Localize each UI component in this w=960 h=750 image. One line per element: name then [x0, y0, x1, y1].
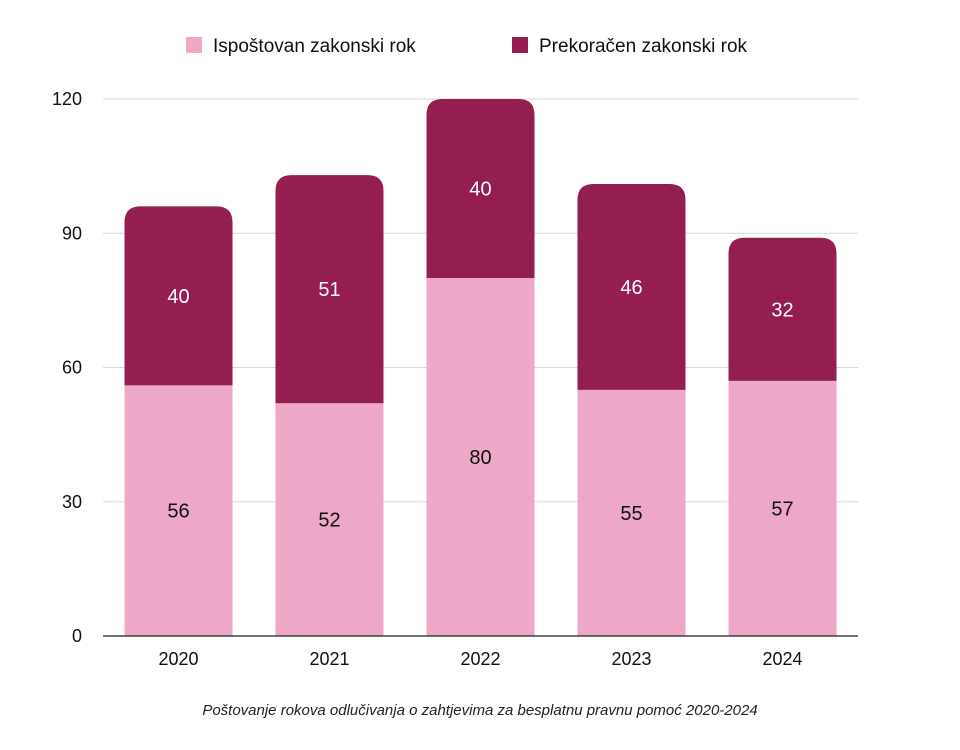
- bar-segment: [577, 389, 686, 636]
- x-axis: 2020 2021 2022 2023 2024: [103, 635, 858, 669]
- legend-swatch: [512, 37, 528, 53]
- bars: 56 40 52 51 80 40 55 46 57 32: [124, 99, 837, 636]
- x-tick-label: 2022: [460, 649, 500, 669]
- y-axis: 0 30 60 90 120: [52, 89, 82, 646]
- bar-value-label: 55: [620, 503, 642, 525]
- bar-value-label: 40: [167, 286, 189, 308]
- bar-segment: [124, 206, 233, 386]
- bar-segment: [426, 278, 535, 636]
- bar-segment: [275, 403, 384, 636]
- bar-value-label: 46: [620, 277, 642, 299]
- bar-value-label: 56: [167, 501, 189, 523]
- bar-segment: [426, 99, 535, 278]
- x-tick-label: 2023: [611, 649, 651, 669]
- chart-caption: Poštovanje rokova odlučivanja o zahtjevi…: [202, 702, 758, 719]
- y-tick-label: 90: [62, 223, 82, 243]
- legend-label: Prekoračen zakonski rok: [539, 36, 748, 57]
- stacked-bar-chart: Ispoštovan zakonski rok Prekoračen zakons…: [52, 36, 858, 669]
- bar-segment: [728, 380, 837, 636]
- bar-segment: [577, 184, 686, 390]
- bar-segment: [124, 385, 233, 636]
- x-tick-label: 2020: [158, 649, 198, 669]
- bar-value-label: 80: [469, 447, 491, 469]
- x-tick-label: 2021: [309, 649, 349, 669]
- x-tick-label: 2024: [762, 649, 802, 669]
- bar-value-label: 32: [771, 299, 793, 321]
- bar-segment: [275, 175, 384, 404]
- legend-swatch: [186, 37, 202, 53]
- bar-segment: [728, 237, 837, 381]
- y-tick-label: 60: [62, 358, 82, 378]
- legend: Ispoštovan zakonski rok Prekoračen zakons…: [186, 36, 748, 57]
- bar-value-label: 40: [469, 179, 491, 201]
- bar-value-label: 57: [771, 498, 793, 520]
- y-tick-label: 30: [62, 492, 82, 512]
- bar-value-label: 51: [318, 279, 340, 301]
- y-tick-label: 0: [72, 626, 82, 646]
- legend-label: Ispoštovan zakonski rok: [213, 36, 416, 57]
- y-tick-label: 120: [52, 89, 82, 109]
- bar-value-label: 52: [318, 510, 340, 532]
